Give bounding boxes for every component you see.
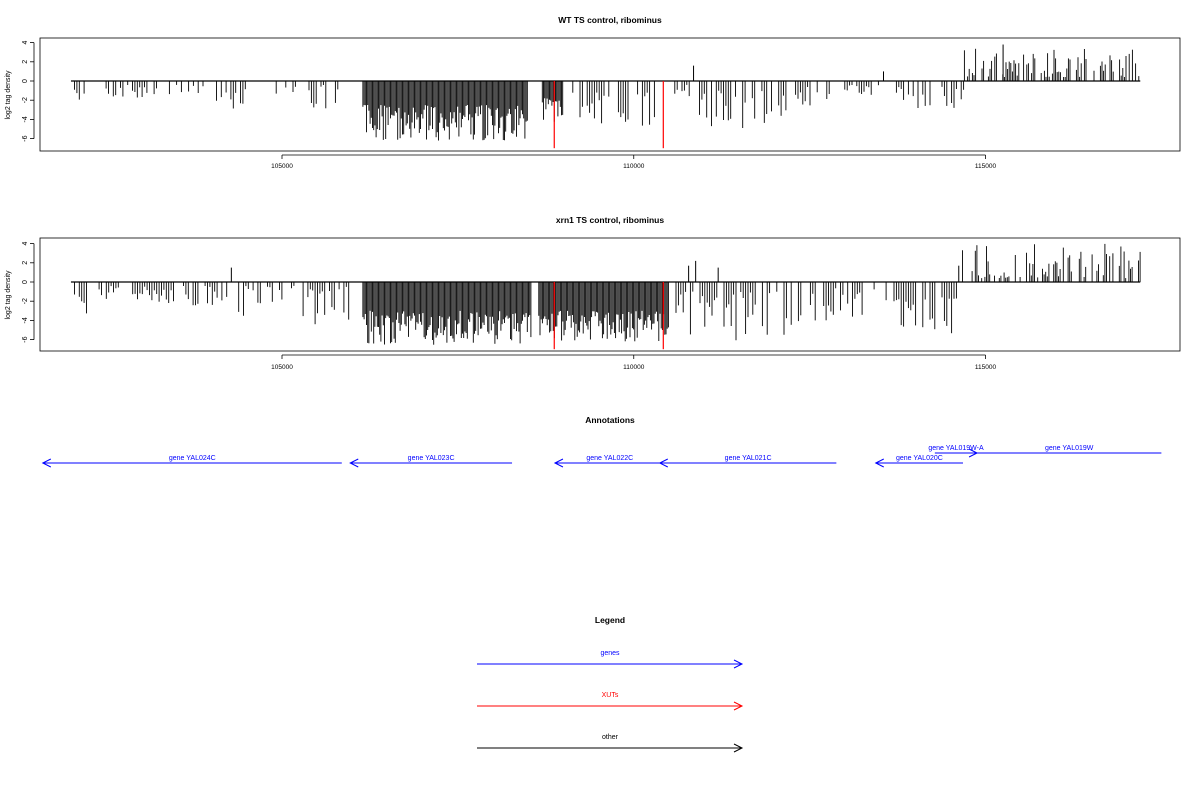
y-tick-label: 2 [22,60,29,64]
gene-arrow-head [349,458,359,468]
gene-arrow-head [41,458,52,468]
legend-arrow-head [733,701,744,711]
legend: Legend genes XUTs other [477,615,744,753]
x-tick-label: 115000 [975,364,997,371]
legend-label: other [602,734,619,741]
legend-arrow-head [733,743,744,753]
y-tick-label: 4 [22,41,29,45]
y-tick-label: -4 [22,317,29,323]
gene-label: gene YAL020C [896,455,943,462]
y-axis: -6 -4 -2 0 2 4 [22,41,35,142]
y-tick-label: -6 [22,336,29,342]
gene-label: gene YAL024C [169,455,216,462]
chart-panel-wt: WT TS control, ribominus log2 tag densit… [5,15,1181,170]
y-tick-label: -2 [22,298,29,304]
gene-label: gene YAL021C [725,455,772,462]
plot-frame [39,237,1181,352]
annotations-track: Annotations gene YAL024C gene YAL023C gene… [41,415,1162,468]
x-tick-label: 110000 [623,163,645,170]
legend-items: genes XUTs other [477,650,744,753]
chart-title: xrn1 TS control, ribominus [556,215,664,225]
legend-title: Legend [595,615,625,625]
y-axis-label: log2 tag density [5,270,12,320]
y-tick-label: 0 [22,79,29,83]
gene-arrow-head [658,458,669,468]
gene-label: gene YAL019W [1045,445,1094,452]
y-axis: -6 -4 -2 0 2 4 [22,242,35,343]
x-tick-label: 105000 [271,364,293,371]
gene-arrow-head [553,458,564,468]
y-tick-label: 2 [22,261,29,265]
chart-panel-xrn1: xrn1 TS control, ribominus log2 tag dens… [5,215,1181,371]
y-tick-label: 0 [22,280,29,284]
annotations-title: Annotations [585,415,635,425]
plot-frame [39,37,1181,152]
xut-markers [553,282,664,350]
legend-arrow-head [733,659,744,669]
y-tick-label: 4 [22,242,29,246]
x-axis: 105000 110000 115000 [271,354,997,371]
y-tick-label: -4 [22,116,29,122]
x-tick-label: 105000 [271,163,293,170]
x-axis: 105000 110000 115000 [271,154,997,170]
gene-label: gene YAL023C [408,455,455,462]
x-tick-label: 115000 [975,163,997,170]
gene-arrow-head [874,458,884,468]
legend-label: genes [600,650,620,657]
legend-label: XUTs [602,692,619,699]
xut-markers [553,81,664,149]
density-bars [70,44,1141,141]
chart-title: WT TS control, ribominus [558,15,662,25]
y-tick-label: -6 [22,135,29,141]
gene-label: gene YAL022C [586,455,633,462]
gene-arrows: gene YAL024C gene YAL023C gene YAL022C gene… [41,445,1162,468]
density-bars [70,243,1141,345]
y-tick-label: -2 [22,97,29,103]
x-tick-label: 110000 [623,364,645,371]
y-axis-label: log2 tag density [5,70,12,120]
gene-label: gene YAL019W-A [928,445,984,452]
